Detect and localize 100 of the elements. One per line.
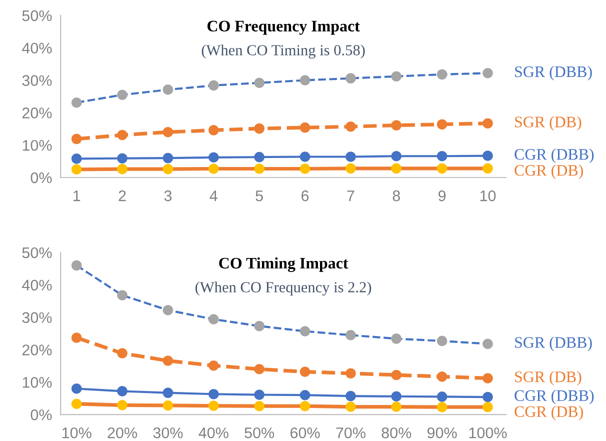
point <box>300 390 310 400</box>
series-label: SGR (DB) <box>515 116 582 131</box>
point <box>436 163 448 174</box>
point <box>117 164 128 174</box>
point <box>346 73 356 84</box>
point <box>162 305 174 316</box>
x-tick-label: 6 <box>302 190 309 202</box>
series-label: CGR (DB) <box>514 406 583 420</box>
point <box>300 122 310 133</box>
point <box>71 164 82 175</box>
point <box>436 371 448 382</box>
x-tick-label: 7 <box>347 190 354 202</box>
x-tick-label: 4 <box>210 190 218 202</box>
point <box>482 150 493 161</box>
point <box>162 356 174 366</box>
y-tick-label: 30% <box>22 312 52 323</box>
point <box>482 373 493 384</box>
x-tick-label: 80% <box>382 427 412 438</box>
y-tick-label: 10% <box>22 376 52 388</box>
point <box>482 118 493 129</box>
point <box>391 334 402 344</box>
point <box>436 119 448 130</box>
point <box>71 154 82 164</box>
point <box>346 121 356 132</box>
point <box>300 164 310 174</box>
point <box>346 390 356 402</box>
x-tick-label: 70% <box>336 427 366 438</box>
point <box>300 400 310 412</box>
x-tick-label: 8 <box>392 190 400 202</box>
point <box>71 398 82 409</box>
point <box>391 150 402 162</box>
point <box>117 400 128 410</box>
point <box>208 400 219 411</box>
point <box>162 126 174 138</box>
point <box>436 392 448 402</box>
point <box>208 80 219 91</box>
point <box>391 370 402 380</box>
point <box>117 90 128 100</box>
x-tick-label: 50% <box>244 427 274 438</box>
x-tick-label: 5 <box>256 190 263 202</box>
point <box>436 69 448 80</box>
series-label: CGR (DB) <box>514 164 583 180</box>
point <box>346 402 356 412</box>
point <box>346 152 356 162</box>
y-tick-label: 40% <box>22 280 52 291</box>
x-tick-label: 10% <box>62 427 92 438</box>
point <box>71 97 82 108</box>
point <box>482 402 493 412</box>
x-tick-label: 60% <box>290 427 320 438</box>
point <box>300 366 310 377</box>
point <box>482 338 493 350</box>
point <box>208 388 219 400</box>
point <box>436 402 448 412</box>
point <box>71 383 82 394</box>
point <box>254 164 264 174</box>
point <box>300 326 310 336</box>
x-tick-label: 40% <box>198 427 228 438</box>
point <box>208 360 219 371</box>
series-label: SGR (DBB) <box>515 336 592 352</box>
text: (When CO Frequency is 2.2) <box>196 282 372 296</box>
point <box>208 164 219 174</box>
point <box>162 152 174 164</box>
point <box>254 320 264 332</box>
text: (When CO Timing is 0.58) <box>202 44 365 59</box>
point <box>346 368 356 379</box>
point <box>71 134 82 144</box>
x-tick-label: 30% <box>153 427 183 438</box>
point <box>254 152 264 162</box>
y-tick-label: 20% <box>22 344 52 356</box>
point <box>391 402 402 412</box>
point <box>117 130 128 140</box>
point <box>300 152 310 162</box>
x-tick-label: 100% <box>469 427 507 438</box>
point <box>391 391 402 402</box>
point <box>117 348 128 358</box>
x-tick-label: 9 <box>438 190 446 202</box>
point <box>254 390 264 400</box>
y-tick-label: 30% <box>22 75 52 86</box>
point <box>436 150 448 162</box>
chart-title: CO Frequency Impact <box>207 20 360 35</box>
y-tick-label: 50% <box>22 10 52 22</box>
y-tick-label: 20% <box>22 108 52 118</box>
point <box>162 84 174 95</box>
point <box>71 260 82 271</box>
point <box>117 386 128 396</box>
point <box>162 164 174 174</box>
series-label: CGR (DBB) <box>514 390 594 404</box>
series-label: SGR (DBB) <box>515 66 592 80</box>
x-tick-label: 20% <box>108 427 138 438</box>
point <box>346 163 356 174</box>
point <box>208 314 219 324</box>
chart-title: CO Timing Impact <box>219 257 348 272</box>
point <box>482 392 493 402</box>
point <box>162 400 174 411</box>
point <box>254 400 264 412</box>
point <box>300 75 310 86</box>
point <box>71 332 82 343</box>
point <box>254 364 264 374</box>
point <box>391 120 402 130</box>
x-tick-label: 3 <box>164 190 172 202</box>
